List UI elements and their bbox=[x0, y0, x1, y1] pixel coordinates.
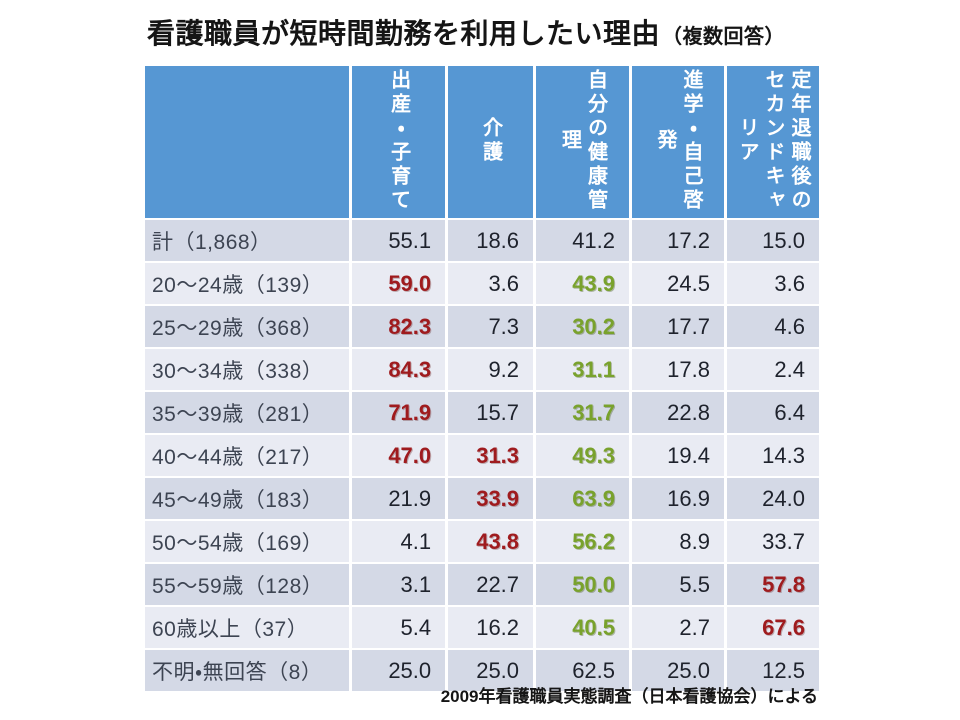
value-cell: 31.1 bbox=[536, 349, 630, 390]
row-label: 30～34歳（338） bbox=[145, 349, 350, 390]
column-header-birth-childcare-label: 出産・子育て bbox=[387, 69, 410, 213]
page-title: 看護職員が短時間勤務を利用したい理由 （複数回答） bbox=[147, 12, 785, 52]
table-row: 30～34歳（338） 84.3 9.2 31.1 17.8 2.4 bbox=[145, 349, 819, 390]
column-header-second-career: 定年退職後のセカンドキャリア bbox=[726, 66, 819, 218]
table-row: 40～44歳（217） 47.0 31.3 49.3 19.4 14.3 bbox=[145, 435, 819, 476]
value-cell: 22.8 bbox=[632, 392, 724, 433]
row-label: 60歳以上（37） bbox=[145, 607, 350, 648]
value-cell: 31.3 bbox=[448, 435, 534, 476]
column-header-second-career-label: 定年退職後のセカンドキャリア bbox=[735, 69, 810, 213]
value-cell: 3.6 bbox=[726, 263, 819, 304]
table-row: 60歳以上（37） 5.4 16.2 40.5 2.7 67.6 bbox=[145, 607, 819, 648]
value-cell: 15.7 bbox=[448, 392, 534, 433]
row-label: 55～59歳（128） bbox=[145, 564, 350, 605]
row-label: 50～54歳（169） bbox=[145, 521, 350, 562]
table-row: 50～54歳（169） 4.1 43.8 56.2 8.9 33.7 bbox=[145, 521, 819, 562]
value-cell: 55.1 bbox=[352, 220, 446, 261]
value-cell: 16.2 bbox=[448, 607, 534, 648]
column-header-own-health: 自分の健康管理 bbox=[536, 66, 630, 218]
value-cell: 25.0 bbox=[632, 650, 724, 691]
value-cell: 84.3 bbox=[352, 349, 446, 390]
value-cell: 57.8 bbox=[726, 564, 819, 605]
value-cell: 25.0 bbox=[352, 650, 446, 691]
value-cell: 56.2 bbox=[536, 521, 630, 562]
value-cell: 71.9 bbox=[352, 392, 446, 433]
value-cell: 19.4 bbox=[632, 435, 724, 476]
value-cell: 17.7 bbox=[632, 306, 724, 347]
value-cell: 21.9 bbox=[352, 478, 446, 519]
value-cell: 49.3 bbox=[536, 435, 630, 476]
row-label: 25～29歳（368） bbox=[145, 306, 350, 347]
value-cell: 8.9 bbox=[632, 521, 724, 562]
row-label: 不明・無回答（8） bbox=[145, 650, 350, 691]
data-table: 出産・子育て 介護 自分の健康管理 進学・自己啓発 定年退職後のセカンドキャリア… bbox=[142, 64, 822, 693]
table-row: 20～24歳（139） 59.0 3.6 43.9 24.5 3.6 bbox=[145, 263, 819, 304]
value-cell: 59.0 bbox=[352, 263, 446, 304]
value-cell: 4.1 bbox=[352, 521, 446, 562]
value-cell: 7.3 bbox=[448, 306, 534, 347]
value-cell: 3.1 bbox=[352, 564, 446, 605]
value-cell: 4.6 bbox=[726, 306, 819, 347]
title-note: （複数回答） bbox=[662, 26, 786, 48]
value-cell: 18.6 bbox=[448, 220, 534, 261]
column-header-caregiving: 介護 bbox=[448, 66, 534, 218]
value-cell: 43.9 bbox=[536, 263, 630, 304]
table-row: 55～59歳（128） 3.1 22.7 50.0 5.5 57.8 bbox=[145, 564, 819, 605]
value-cell: 47.0 bbox=[352, 435, 446, 476]
table-row: 25～29歳（368） 82.3 7.3 30.2 17.7 4.6 bbox=[145, 306, 819, 347]
table-row: 45～49歳（183） 21.9 33.9 63.9 16.9 24.0 bbox=[145, 478, 819, 519]
value-cell: 2.7 bbox=[632, 607, 724, 648]
value-cell: 22.7 bbox=[448, 564, 534, 605]
value-cell: 5.5 bbox=[632, 564, 724, 605]
row-label: 40～44歳（217） bbox=[145, 435, 350, 476]
value-cell: 63.9 bbox=[536, 478, 630, 519]
value-cell: 82.3 bbox=[352, 306, 446, 347]
source-note: 2009年看護職員実態調査（日本看護協会）による bbox=[440, 687, 818, 706]
value-cell: 50.0 bbox=[536, 564, 630, 605]
value-cell: 40.5 bbox=[536, 607, 630, 648]
value-cell: 12.5 bbox=[726, 650, 819, 691]
value-cell: 43.8 bbox=[448, 521, 534, 562]
table-row: 35～39歳（281） 71.9 15.7 31.7 22.8 6.4 bbox=[145, 392, 819, 433]
value-cell: 24.5 bbox=[632, 263, 724, 304]
column-header-caregiving-label: 介護 bbox=[479, 117, 502, 165]
value-cell: 3.6 bbox=[448, 263, 534, 304]
column-header-education-self-development: 進学・自己啓発 bbox=[632, 66, 724, 218]
value-cell: 17.2 bbox=[632, 220, 724, 261]
value-cell: 30.2 bbox=[536, 306, 630, 347]
value-cell: 31.7 bbox=[536, 392, 630, 433]
row-label: 45～49歳（183） bbox=[145, 478, 350, 519]
column-header-education-self-development-label: 進学・自己啓発 bbox=[654, 69, 702, 213]
value-cell: 67.6 bbox=[726, 607, 819, 648]
row-label: 計（1,868） bbox=[145, 220, 350, 261]
table-row: 計（1,868） 55.1 18.6 41.2 17.2 15.0 bbox=[145, 220, 819, 261]
value-cell: 41.2 bbox=[536, 220, 630, 261]
header-row: 出産・子育て 介護 自分の健康管理 進学・自己啓発 定年退職後のセカンドキャリア bbox=[145, 66, 819, 218]
value-cell: 33.7 bbox=[726, 521, 819, 562]
value-cell: 25.0 bbox=[448, 650, 534, 691]
value-cell: 62.5 bbox=[536, 650, 630, 691]
value-cell: 24.0 bbox=[726, 478, 819, 519]
value-cell: 14.3 bbox=[726, 435, 819, 476]
value-cell: 15.0 bbox=[726, 220, 819, 261]
value-cell: 9.2 bbox=[448, 349, 534, 390]
row-label: 35～39歳（281） bbox=[145, 392, 350, 433]
value-cell: 33.9 bbox=[448, 478, 534, 519]
value-cell: 2.4 bbox=[726, 349, 819, 390]
table-row: 不明・無回答（8） 25.0 25.0 62.5 25.0 12.5 bbox=[145, 650, 819, 691]
value-cell: 17.8 bbox=[632, 349, 724, 390]
value-cell: 16.9 bbox=[632, 478, 724, 519]
row-label: 20～24歳（139） bbox=[145, 263, 350, 304]
column-header-own-health-label: 自分の健康管理 bbox=[558, 69, 607, 213]
value-cell: 5.4 bbox=[352, 607, 446, 648]
column-header-birth-childcare: 出産・子育て bbox=[352, 66, 446, 218]
title-main: 看護職員が短時間勤務を利用したい理由 bbox=[147, 18, 661, 49]
value-cell: 6.4 bbox=[726, 392, 819, 433]
table-body: 計（1,868） 55.1 18.6 41.2 17.2 15.0 20～24歳（139） 5… bbox=[145, 220, 819, 691]
corner-cell bbox=[145, 66, 350, 218]
